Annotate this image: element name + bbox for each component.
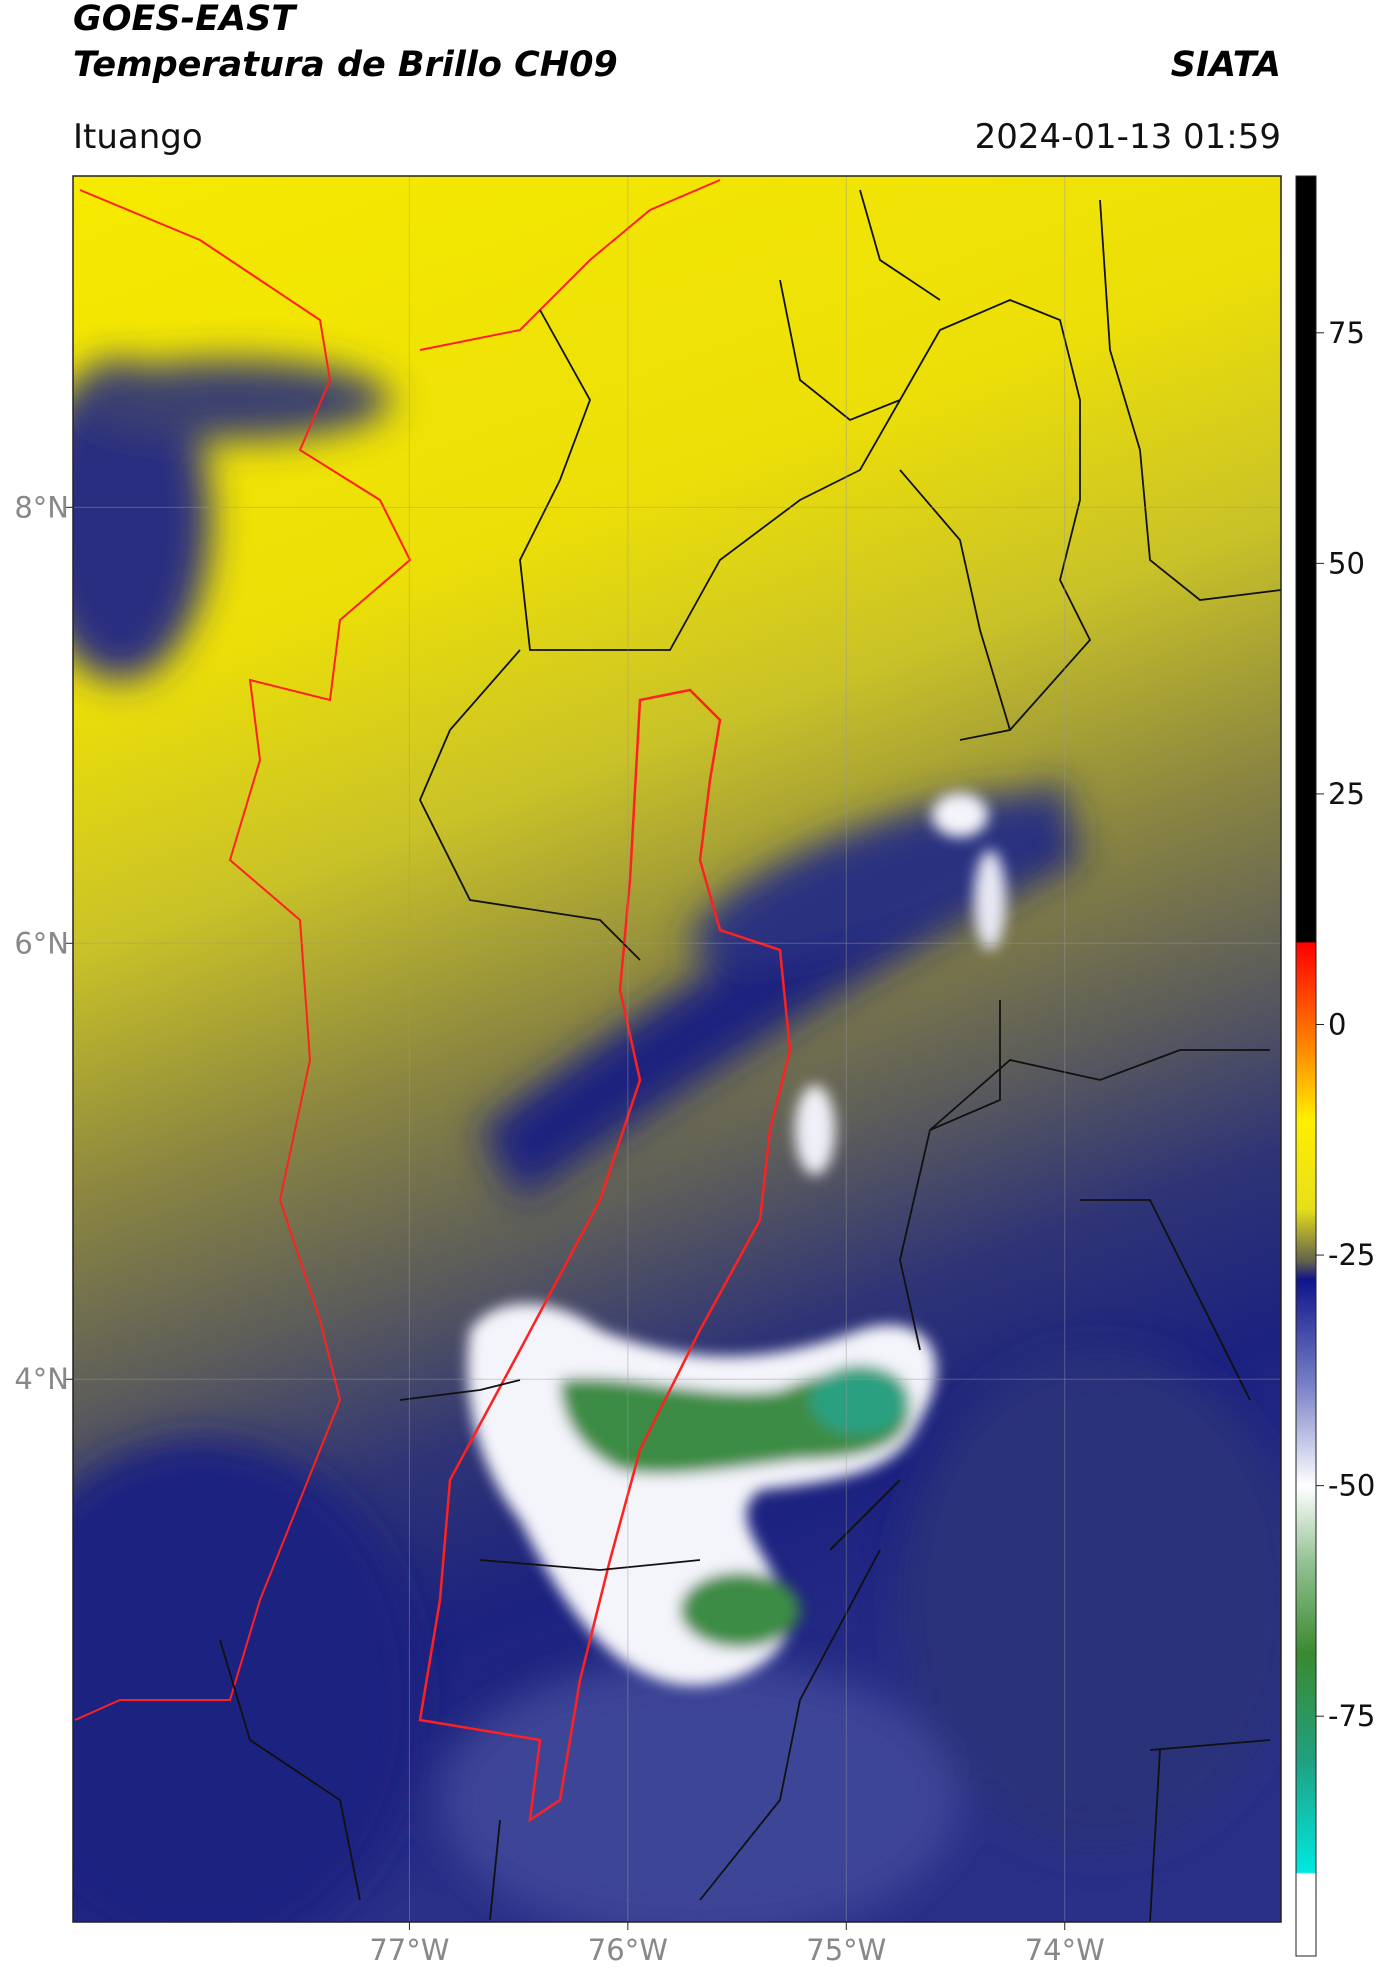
institution: SIATA [1171,45,1281,85]
lon-tick-label: 76°W [588,1933,668,1967]
source-title: GOES-EAST [73,0,298,39]
ituango-outline [418,688,792,1823]
satellite-image [73,176,1281,1922]
graticule [73,176,1281,1922]
colorbar-tick-label: 25 [1328,777,1365,811]
lat-tick-label: 4°N [14,1362,69,1396]
colorbar-tick-label: 50 [1328,546,1365,580]
lat-tick-label: 8°N [14,490,69,524]
colorbar-tick-label: -25 [1328,1238,1375,1272]
colorbar [1295,175,1317,1957]
colorbar-tick-label: -50 [1328,1469,1375,1503]
colorbar-tick-label: -75 [1328,1699,1375,1733]
datetime: 2024-01-13 01:59 [975,117,1281,157]
product-title: Temperatura de Brillo CH09 [73,45,618,85]
lon-tick-label: 74°W [1025,1933,1105,1967]
location: Ituango [73,117,203,157]
lon-tick-label: 77°W [369,1933,449,1967]
lat-tick-label: 6°N [14,926,69,960]
coastline [74,189,412,1721]
admin-borders [219,189,1281,1922]
colorbar-tick-label: 0 [1328,1007,1346,1041]
coastline [419,179,721,351]
colorbar-tick-label: 75 [1328,316,1365,350]
lon-tick-label: 75°W [806,1933,886,1967]
map-frame [72,175,1282,1923]
